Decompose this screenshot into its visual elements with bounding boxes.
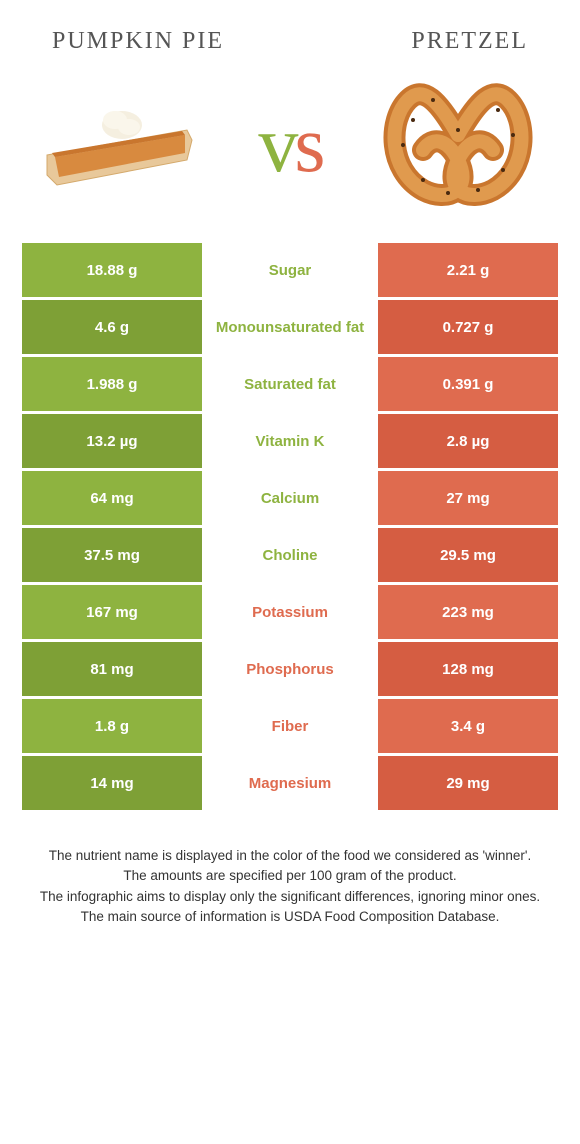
table-row: 1.8 gFiber3.4 g: [22, 699, 558, 753]
table-row: 167 mgPotassium223 mg: [22, 585, 558, 639]
notes-block: The nutrient name is displayed in the co…: [22, 846, 558, 927]
pretzel-icon: [368, 75, 548, 215]
table-row: 64 mgCalcium27 mg: [22, 471, 558, 525]
left-value: 18.88 g: [22, 243, 202, 297]
left-value: 1.988 g: [22, 357, 202, 411]
table-row: 4.6 gMonounsaturated fat0.727 g: [22, 300, 558, 354]
nutrient-label: Choline: [202, 528, 378, 582]
right-value: 3.4 g: [378, 699, 558, 753]
left-value: 81 mg: [22, 642, 202, 696]
right-value: 29.5 mg: [378, 528, 558, 582]
left-value: 14 mg: [22, 756, 202, 810]
left-value: 4.6 g: [22, 300, 202, 354]
left-food-title: Pumpkin pie: [52, 28, 224, 55]
left-value: 167 mg: [22, 585, 202, 639]
right-value: 223 mg: [378, 585, 558, 639]
nutrient-label: Monounsaturated fat: [202, 300, 378, 354]
right-food-title: Pretzel: [411, 28, 528, 55]
right-value: 27 mg: [378, 471, 558, 525]
nutrient-label: Fiber: [202, 699, 378, 753]
pumpkin-pie-icon: [32, 75, 212, 215]
table-row: 18.88 gSugar2.21 g: [22, 243, 558, 297]
note-line: The amounts are specified per 100 gram o…: [28, 866, 552, 886]
table-row: 81 mgPhosphorus128 mg: [22, 642, 558, 696]
note-line: The infographic aims to display only the…: [28, 887, 552, 907]
left-value: 1.8 g: [22, 699, 202, 753]
nutrient-label: Vitamin K: [202, 414, 378, 468]
note-line: The nutrient name is displayed in the co…: [28, 846, 552, 866]
vs-v: v: [258, 101, 294, 189]
nutrient-label: Magnesium: [202, 756, 378, 810]
table-row: 14 mgMagnesium29 mg: [22, 756, 558, 810]
nutrient-label: Sugar: [202, 243, 378, 297]
left-value: 64 mg: [22, 471, 202, 525]
right-value: 2.8 µg: [378, 414, 558, 468]
right-value: 2.21 g: [378, 243, 558, 297]
left-value: 13.2 µg: [22, 414, 202, 468]
nutrient-label: Phosphorus: [202, 642, 378, 696]
images-row: vs: [22, 75, 558, 215]
left-value: 37.5 mg: [22, 528, 202, 582]
note-line: The main source of information is USDA F…: [28, 907, 552, 927]
right-value: 0.727 g: [378, 300, 558, 354]
right-value: 29 mg: [378, 756, 558, 810]
header: Pumpkin pie Pretzel: [22, 28, 558, 55]
right-value: 128 mg: [378, 642, 558, 696]
nutrient-label: Potassium: [202, 585, 378, 639]
vs-label: vs: [258, 100, 321, 191]
nutrient-label: Calcium: [202, 471, 378, 525]
nutrient-label: Saturated fat: [202, 357, 378, 411]
table-row: 37.5 mgCholine29.5 mg: [22, 528, 558, 582]
right-value: 0.391 g: [378, 357, 558, 411]
table-row: 13.2 µgVitamin K2.8 µg: [22, 414, 558, 468]
nutrient-table: 18.88 gSugar2.21 g4.6 gMonounsaturated f…: [22, 243, 558, 810]
table-row: 1.988 gSaturated fat0.391 g: [22, 357, 558, 411]
vs-s: s: [294, 101, 321, 189]
